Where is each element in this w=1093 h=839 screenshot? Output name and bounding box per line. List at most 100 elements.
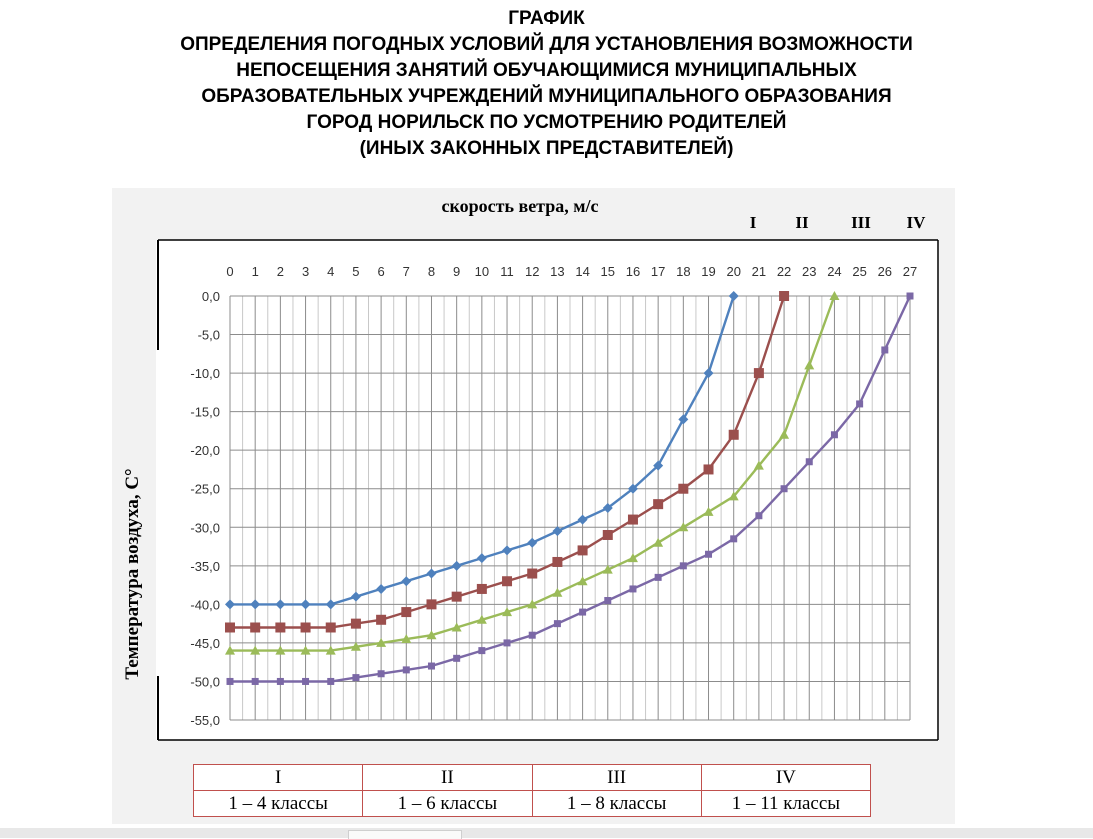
- data-point: [350, 591, 361, 602]
- data-point: [427, 662, 435, 670]
- data-point: [302, 677, 310, 685]
- x-tick-label: 26: [878, 264, 892, 279]
- data-point: [478, 647, 486, 655]
- data-point: [856, 400, 864, 408]
- data-point: [527, 537, 538, 548]
- data-point: [251, 677, 259, 685]
- x-tick-label: 20: [726, 264, 740, 279]
- x-tick-label: 0: [226, 264, 233, 279]
- x-tick-label: 16: [626, 264, 640, 279]
- data-point: [728, 491, 739, 501]
- series-line: [230, 295, 912, 683]
- x-tick-label: 27: [903, 264, 917, 279]
- data-point: [804, 360, 815, 370]
- line-chart: 0 1 2 3 4 5 6 7 8 9 10 11 12 13 14 15 16 17 18 19 20 21 22 23 24…: [122, 196, 939, 741]
- data-point: [451, 591, 462, 602]
- data-point: [579, 608, 587, 616]
- y-tick-label: -45,0: [190, 636, 220, 651]
- data-point: [350, 641, 361, 651]
- chart-title: ГРАФИК ОПРЕДЕЛЕНИЯ ПОГОДНЫХ УСЛОВИЙ ДЛЯ …: [0, 6, 1093, 162]
- data-point: [528, 631, 536, 639]
- data-point: [654, 573, 662, 581]
- title-line: (ИНЫХ ЗАКОННЫХ ПРЕДСТАВИТЕЛЕЙ): [359, 138, 734, 159]
- title-line: ОПРЕДЕЛЕНИЯ ПОГОДНЫХ УСЛОВИЙ ДЛЯ УСТАНОВ…: [180, 34, 913, 55]
- data-point: [755, 512, 763, 520]
- data-point: [250, 622, 261, 633]
- y-tick-label: -15,0: [190, 405, 220, 420]
- legend-group-cell: 1 – 4 классы: [192, 790, 364, 817]
- data-point: [502, 576, 513, 587]
- y-tick-label: -5,0: [198, 328, 220, 343]
- data-point: [653, 537, 664, 547]
- x-tick-label: 22: [777, 264, 791, 279]
- data-point: [376, 637, 387, 647]
- data-point: [780, 485, 788, 493]
- data-point: [653, 499, 664, 510]
- x-tick-label: 19: [701, 264, 715, 279]
- data-point: [830, 431, 838, 439]
- x-tick-label: 25: [852, 264, 866, 279]
- data-point: [350, 618, 361, 629]
- x-tick-label: 7: [403, 264, 410, 279]
- legend-header-cell: II: [362, 764, 533, 791]
- x-tick-label: 4: [327, 264, 334, 279]
- x-tick-label: 12: [525, 264, 539, 279]
- data-point: [753, 368, 764, 379]
- x-tick-label: 21: [752, 264, 766, 279]
- data-point: [602, 564, 613, 574]
- data-point: [552, 526, 563, 537]
- data-point: [602, 503, 613, 513]
- legend-group-cell: 1 – 8 классы: [531, 790, 702, 817]
- bottom-tab[interactable]: [348, 830, 462, 839]
- x-tick-label: 17: [651, 264, 665, 279]
- data-point: [730, 535, 738, 543]
- data-point: [401, 634, 412, 644]
- data-point: [275, 622, 286, 633]
- data-point: [503, 639, 511, 647]
- series-layer: [225, 291, 914, 685]
- plot-background: [156, 240, 939, 740]
- y-tick-label: -35,0: [190, 559, 220, 574]
- legend-header-row: I II III IV: [192, 764, 872, 791]
- title-line: ОБРАЗОВАТЕЛЬНЫХ УЧРЕЖДЕНИЙ МУНИЦИПАЛЬНОГ…: [201, 86, 892, 107]
- x-tick-label: 24: [827, 264, 841, 279]
- data-point: [703, 368, 714, 379]
- data-point: [728, 429, 739, 440]
- data-point: [527, 599, 538, 609]
- data-point: [577, 545, 588, 556]
- x-tick-label: 10: [475, 264, 489, 279]
- data-point: [401, 607, 412, 618]
- data-point: [426, 568, 437, 579]
- y-tick-label: -25,0: [190, 482, 220, 497]
- data-point: [881, 346, 889, 354]
- bottom-scrollbar[interactable]: [0, 828, 1093, 838]
- series-label: I: [750, 213, 757, 232]
- data-point: [527, 568, 538, 579]
- legend-group-cell: 1 – 6 классы: [362, 790, 533, 817]
- data-point: [728, 291, 739, 301]
- x-tick-label: 2: [277, 264, 284, 279]
- data-point: [327, 677, 335, 685]
- data-point: [703, 464, 714, 475]
- y-tick-label: -20,0: [190, 443, 220, 458]
- data-point: [402, 666, 410, 674]
- data-point: [250, 599, 261, 610]
- x-tick-label: 9: [453, 264, 460, 279]
- data-point: [325, 645, 336, 655]
- data-point: [275, 645, 286, 655]
- y-axis-label: Температура воздуха, С°: [122, 468, 143, 679]
- data-point: [451, 622, 462, 632]
- x-tick-label: 13: [550, 264, 564, 279]
- legend-table: I II III IV 1 – 4 классы 1 – 6 классы 1 …: [192, 764, 872, 817]
- data-point: [577, 514, 588, 525]
- data-point: [250, 645, 261, 655]
- data-point: [629, 585, 637, 593]
- series-IV: [226, 292, 914, 685]
- legend-group-row: 1 – 4 классы 1 – 6 классы 1 – 8 классы 1…: [192, 790, 872, 817]
- data-point: [476, 553, 487, 564]
- data-point: [325, 599, 336, 610]
- data-point: [426, 630, 437, 640]
- y-tick-label: -40,0: [190, 597, 220, 612]
- x-tick-label: 6: [377, 264, 384, 279]
- series-III: [225, 291, 840, 655]
